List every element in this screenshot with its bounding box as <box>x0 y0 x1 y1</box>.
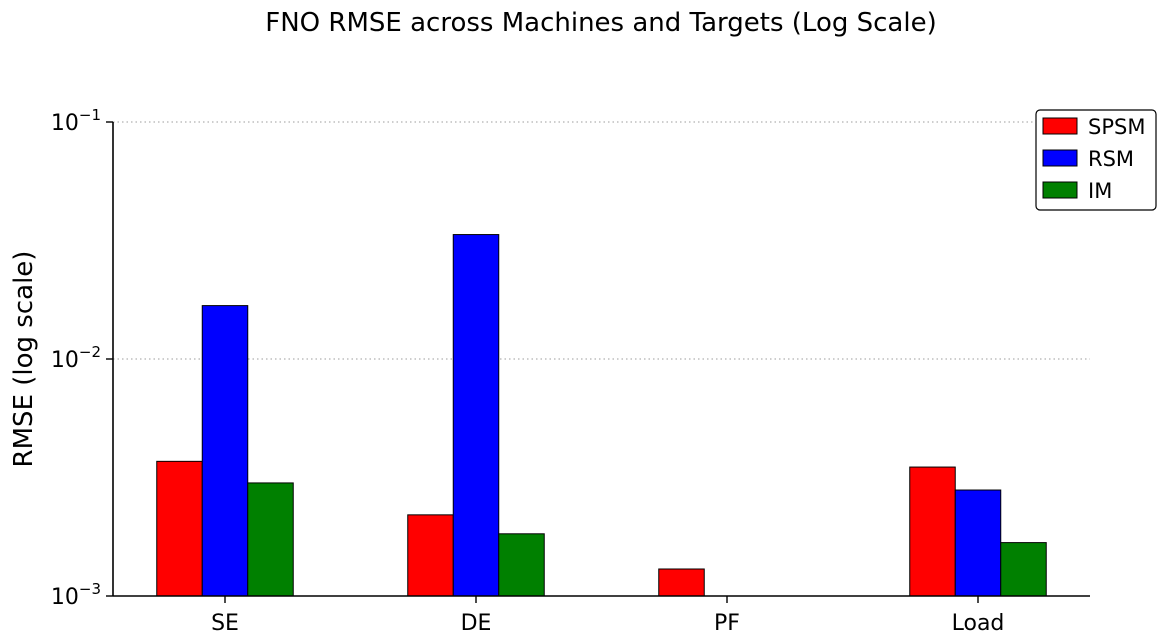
bar-spsm-se <box>156 460 203 597</box>
bar-rsm-de <box>452 234 500 597</box>
bar-rsm-load <box>954 489 1002 597</box>
legend-swatch <box>1042 117 1078 135</box>
y-tick-label: 10−1 <box>51 106 101 136</box>
bars <box>156 234 1047 597</box>
y-tick-label: 10−2 <box>51 343 101 373</box>
y-ticks: 10−3 10−2 10−1 <box>51 106 113 610</box>
x-ticks: SE DE PF Load <box>211 596 1004 636</box>
bar-rsm-se <box>201 305 249 597</box>
legend-swatch <box>1042 181 1078 199</box>
bar-spsm-pf <box>658 568 705 597</box>
x-tick-label: Load <box>952 611 1005 636</box>
legend: SPSM RSM IM <box>1035 109 1157 211</box>
y-tick-label: 10−3 <box>51 580 101 610</box>
gridlines <box>113 121 1090 360</box>
bar-im-load <box>1000 542 1047 597</box>
x-tick-label: PF <box>714 611 740 636</box>
legend-label: SPSM <box>1088 115 1145 139</box>
legend-label: RSM <box>1088 147 1134 171</box>
bar-im-se <box>247 482 294 597</box>
y-axis-label: RMSE (log scale) <box>9 251 39 468</box>
legend-swatch <box>1042 149 1078 167</box>
legend-label: IM <box>1088 179 1112 203</box>
bar-spsm-de <box>407 514 454 597</box>
bar-im-de <box>498 533 545 597</box>
x-tick-label: SE <box>211 611 239 636</box>
x-tick-label: DE <box>461 611 492 636</box>
chart-title: FNO RMSE across Machines and Targets (Lo… <box>265 8 936 38</box>
bar-spsm-load <box>909 466 956 597</box>
